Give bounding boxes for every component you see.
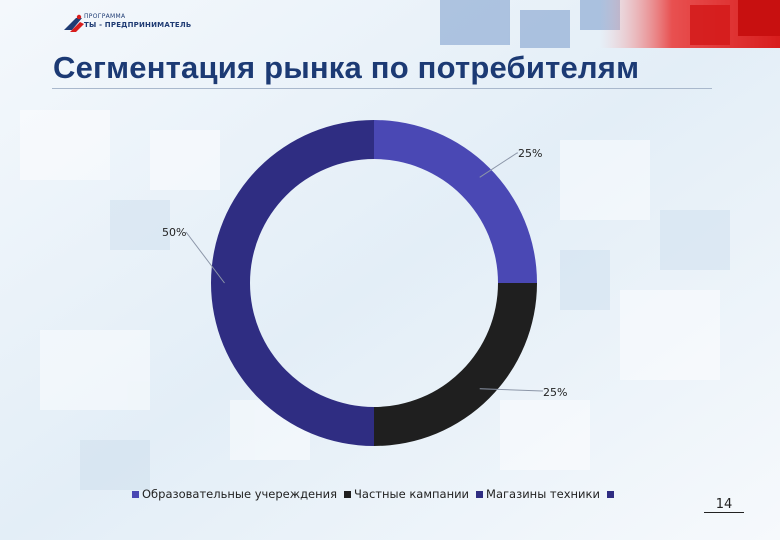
legend-swatch xyxy=(132,490,139,498)
donut-slice xyxy=(211,120,374,446)
donut-slice xyxy=(374,283,537,446)
data-label: 50% xyxy=(162,226,186,239)
chart-legend: Образовательные учереждения Частные кампа… xyxy=(132,487,624,501)
label-leader-line xyxy=(479,152,518,178)
logo-caption-main: ТЫ - ПРЕДПРИНИМАТЕЛЬ xyxy=(84,21,192,29)
legend-swatch xyxy=(344,490,352,498)
legend-label: Магазины техники xyxy=(486,487,600,501)
legend-item xyxy=(606,490,617,498)
legend-label: Частные кампании xyxy=(354,487,470,501)
legend-label: Образовательные учереждения xyxy=(142,487,338,501)
legend-item: Магазины техники xyxy=(476,487,600,501)
label-leader-line xyxy=(479,388,543,392)
legend-swatch xyxy=(606,490,614,498)
page-number: 14 xyxy=(704,497,744,513)
corner-red-tiles xyxy=(600,0,780,48)
title-underline xyxy=(52,88,712,89)
legend-item: Образовательные учереждения xyxy=(132,487,337,501)
data-label: 25% xyxy=(518,147,542,160)
donut-slice xyxy=(374,120,537,283)
program-logo-icon xyxy=(64,14,84,32)
legend-item: Частные кампании xyxy=(344,487,469,501)
legend-swatch xyxy=(476,490,484,498)
logo-caption-small: ПРОГРАММА xyxy=(84,13,126,20)
label-leader-line xyxy=(185,231,225,284)
data-label: 25% xyxy=(543,386,567,399)
slide-title: Сегментация рынка по потребителям xyxy=(53,50,640,85)
